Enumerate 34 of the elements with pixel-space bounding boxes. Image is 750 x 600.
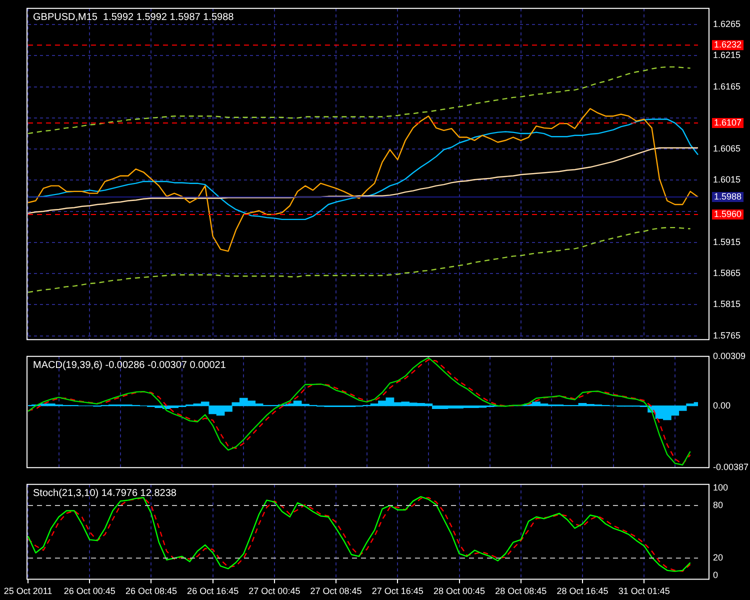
x-tick-label: 28 Oct 08:45 — [495, 586, 547, 596]
ref-line-label: 1.6232 — [714, 40, 742, 50]
x-tick-label: 28 Oct 00:45 — [433, 586, 486, 596]
chart-title: GBPUSD,M15 1.5992 1.5992 1.5987 1.5988 — [33, 12, 234, 24]
x-tick-label: 28 Oct 16:45 — [556, 586, 608, 596]
y-tick-label: 0.00309 — [713, 350, 746, 361]
chart-title: MACD(19,39,6) -0.00286 -0.00307 0.00021 — [33, 360, 226, 372]
chart-title: Stoch(21,3,10) 14.7976 12.8238 — [33, 488, 177, 500]
y-tick-label: 1.5915 — [713, 236, 741, 247]
y-tick-label: 1.6065 — [713, 144, 741, 154]
ref-line-label: 1.6107 — [714, 117, 742, 128]
ref-line-label: 1.5960 — [714, 208, 742, 219]
x-tick-label: 27 Oct 08:45 — [310, 586, 362, 596]
y-tick-label: 1.6165 — [713, 81, 741, 92]
y-tick-label: 1.6265 — [713, 19, 741, 30]
x-tick-label: 25 Oct 2011 — [4, 586, 52, 596]
x-tick-label: 26 Oct 16:45 — [187, 586, 239, 596]
y-tick-label: 0 — [713, 570, 718, 580]
y-tick-label: 100 — [713, 482, 728, 492]
y-tick-label: 1.6215 — [713, 50, 741, 60]
y-tick-label: 1.5865 — [713, 268, 741, 278]
x-tick-label: 27 Oct 00:45 — [248, 586, 300, 596]
y-tick-label: 80 — [713, 500, 724, 510]
x-tick-label: 26 Oct 00:45 — [64, 586, 116, 596]
y-tick-label: 1.5815 — [713, 299, 741, 310]
y-tick-label: 0.00 — [713, 400, 731, 410]
y-tick-label: 20 — [713, 552, 724, 563]
x-tick-label: 27 Oct 16:45 — [372, 586, 424, 596]
y-tick-label: -0.00387 — [713, 462, 749, 472]
x-tick-label: 31 Oct 01:45 — [618, 586, 670, 596]
x-tick-label: 26 Oct 08:45 — [125, 586, 177, 596]
y-tick-label: 1.6015 — [713, 174, 741, 185]
ref-line-label: 1.5988 — [714, 192, 742, 202]
y-tick-label: 1.5765 — [713, 330, 741, 340]
